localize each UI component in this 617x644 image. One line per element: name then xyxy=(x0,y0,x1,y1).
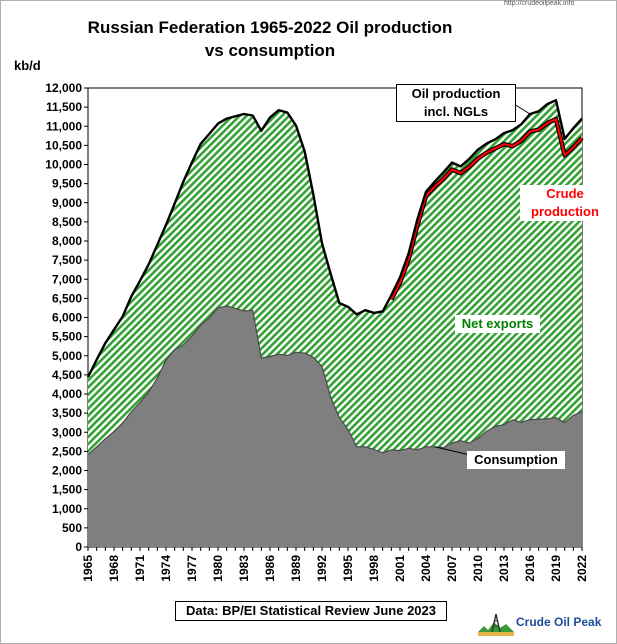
consumption-area xyxy=(88,306,582,547)
x-tick-label: 1998 xyxy=(367,555,381,582)
consumption-line xyxy=(87,305,583,455)
y-tick-label: 2,000 xyxy=(52,464,82,478)
y-tick-label: 7,000 xyxy=(52,272,82,286)
x-tick-label: 1983 xyxy=(237,555,251,582)
x-tick-label: 1965 xyxy=(81,555,95,582)
x-tick-label: 1974 xyxy=(159,555,173,582)
crude-production-annotation: Crude production xyxy=(520,185,610,221)
x-tick-label: 2007 xyxy=(445,555,459,582)
crude-production-annotation-line-2: production xyxy=(531,204,599,219)
axes: 0 500 1,000 1,500 2,000 2,500 3,000 3,500 4,000 4… xyxy=(45,81,589,582)
y-tick-label: 4,000 xyxy=(52,387,82,401)
y-axis-unit-label: kb/d xyxy=(14,58,41,73)
x-tick-label: 1986 xyxy=(263,555,277,582)
y-tick-label: 5,500 xyxy=(52,330,82,344)
crude-production-line-red xyxy=(390,117,583,301)
annotation-leader-lines xyxy=(434,103,531,456)
y-tick-label: 9,500 xyxy=(52,177,82,191)
data-source-note: Data: BP/EI Statistical Review June 2023 xyxy=(175,601,447,621)
chart-title: Russian Federation 1965-2022 Oil product… xyxy=(80,16,460,62)
x-tick-label: 2001 xyxy=(393,555,407,582)
x-tick-label: 2013 xyxy=(497,555,511,582)
x-tick-label: 1968 xyxy=(107,555,121,582)
y-tick-label: 9,000 xyxy=(52,196,82,210)
x-tick-label: 1992 xyxy=(315,555,329,582)
x-tick-label: 1971 xyxy=(133,555,147,582)
chart-title-line-1: Russian Federation 1965-2022 Oil product… xyxy=(87,18,453,37)
oil-production-annotation-line-2: incl. NGLs xyxy=(423,104,489,119)
y-tick-label: 4,500 xyxy=(52,368,82,382)
y-tick-label: 12,000 xyxy=(45,81,82,95)
logo-name: Crude Oil Peak xyxy=(516,615,602,629)
x-tick-label: 2016 xyxy=(523,555,537,582)
y-tick-label: 0 xyxy=(75,540,82,554)
x-tick-label: 2010 xyxy=(471,555,485,582)
x-tick-label: 1995 xyxy=(341,555,355,582)
oil-production-leader-line xyxy=(513,103,531,115)
y-tick-label: 10,000 xyxy=(45,158,82,172)
oil-derrick-icon xyxy=(478,613,514,636)
x-tick-label: 1977 xyxy=(185,555,199,582)
y-tick-label: 5,000 xyxy=(52,349,82,363)
consumption-annotation: Consumption xyxy=(467,451,565,469)
y-tick-label: 11,500 xyxy=(46,100,82,114)
x-tick-label: 1980 xyxy=(211,555,225,582)
y-tick-label: 2,500 xyxy=(52,444,82,458)
crude-oil-peak-logo: Crude Oil Peak xyxy=(478,606,610,636)
crude-production-annotation-line-1: Crude xyxy=(546,186,584,201)
x-tick-label: 1989 xyxy=(289,555,303,582)
oil-production-annotation: Oil production incl. NGLs xyxy=(396,84,516,122)
consumption-leader-line xyxy=(434,446,471,456)
y-tick-label: 1,500 xyxy=(52,483,82,497)
oil-production-line xyxy=(86,99,583,378)
net-exports-annotation: Net exports xyxy=(455,315,540,333)
y-tick-label: 500 xyxy=(62,521,82,535)
x-tick-label: 2004 xyxy=(419,555,433,582)
y-tick-label: 3,500 xyxy=(52,406,82,420)
y-tick-label: 8,500 xyxy=(52,215,82,229)
y-tick-label: 7,500 xyxy=(52,253,82,267)
y-tick-label: 11,000 xyxy=(46,119,82,133)
oil-production-annotation-line-1: Oil production xyxy=(411,86,501,101)
y-tick-label: 6,000 xyxy=(52,311,82,325)
y-tick-label: 10,500 xyxy=(45,138,82,152)
y-tick-label: 6,500 xyxy=(52,291,82,305)
y-tick-label: 3,000 xyxy=(52,425,82,439)
y-tick-label: 1,000 xyxy=(52,502,82,516)
x-tick-label: 2022 xyxy=(575,555,589,582)
chart-title-line-2: vs consumption xyxy=(204,41,336,60)
y-tick-label: 8,000 xyxy=(52,234,82,248)
logo-url: http://crudeoilpeak.info xyxy=(504,0,575,7)
x-tick-label: 2019 xyxy=(549,555,563,582)
